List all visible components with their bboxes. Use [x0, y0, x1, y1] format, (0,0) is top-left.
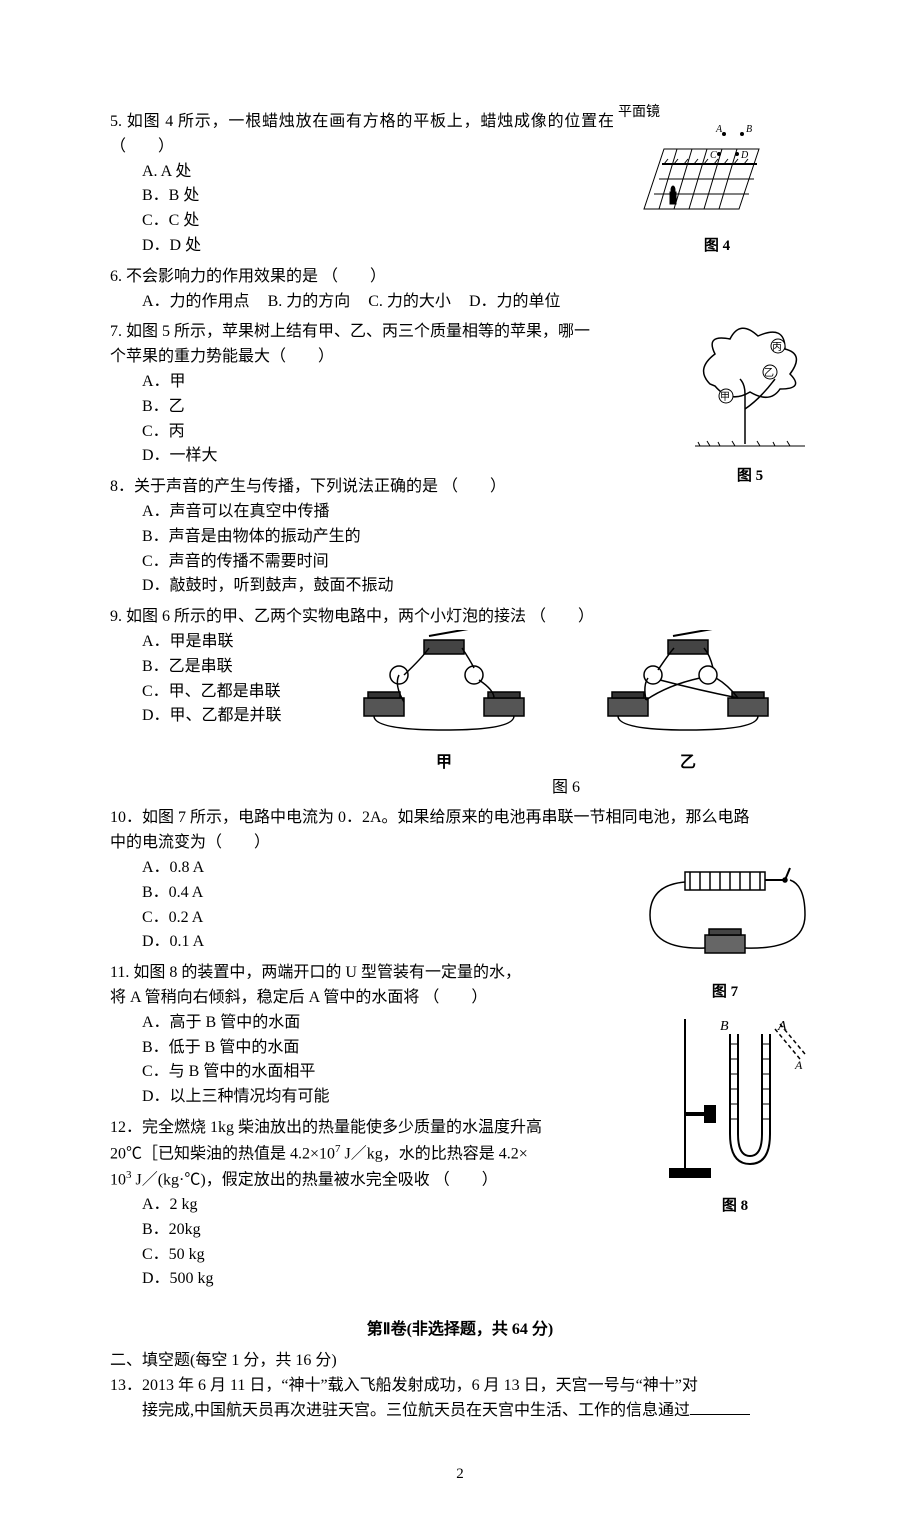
q8-option-b: B．声音是由物体的振动产生的 [142, 525, 796, 550]
q9-option-c: C．甲、乙都是串联 [142, 680, 308, 705]
figure-6-left-label: 甲 [344, 751, 544, 776]
q10-stem-2: 中的电流变为（ ） [110, 831, 810, 856]
figure-8-caption: 图 8 [660, 1195, 810, 1218]
figure-4-svg: A B C D [624, 114, 764, 224]
figure-5-svg: 甲 乙 丙 [690, 324, 810, 454]
q9-options: A．甲是串联 B．乙是串联 C．甲、乙都是串联 D．甲、乙都是并联 [110, 630, 322, 729]
q6-stem: 6. 不会影响力的作用效果的是 （ ） [110, 265, 810, 290]
q5-option-c: C．C 处 [142, 209, 369, 234]
question-6: 6. 不会影响力的作用效果的是 （ ） A．力的作用点 B. 力的方向 C. 力… [110, 265, 810, 315]
section-2-title: 第Ⅱ卷(非选择题，共 64 分) [110, 1318, 810, 1343]
q9-option-d: D．甲、乙都是并联 [142, 704, 308, 729]
question-10: 10．如图 7 所示，电路中电流为 0．2A。如果给原来的电池再串联一节相同电池… [110, 806, 810, 955]
q7-option-b: B．乙 [142, 395, 400, 420]
q12-stem-1: 12．完全燃烧 1kg 柴油放出的热量能使多少质量的水温度升高 [110, 1116, 630, 1141]
page-number: 2 [110, 1463, 810, 1486]
q13-line2-text: 接完成,中国航天员再次进驻天宫。三位航天员在天宫中生活、工作的信息通过 [142, 1402, 690, 1419]
q12-options: A．2 kg B．20kg C．50 kg D．500 kg [110, 1193, 462, 1292]
q12-option-b: B．20kg [142, 1218, 296, 1243]
svg-text:甲: 甲 [720, 392, 730, 403]
q12-stem-2: 20℃［已知柴油的热值是 4.2×107 J／kg，水的比热容是 4.2× [110, 1141, 630, 1167]
q12-stem-3: 103 J／(kg·℃)，假定放出的热量被水完全吸收 （ ） [110, 1167, 630, 1193]
q6-option-c: C. 力的大小 [368, 290, 451, 315]
figure-5-caption: 图 5 [690, 465, 810, 488]
q5-option-d: D．D 处 [142, 234, 369, 259]
q5-option-b: B．B 处 [142, 184, 369, 209]
q13-line2: 接完成,中国航天员再次进驻天宫。三位航天员在天宫中生活、工作的信息通过 [110, 1399, 810, 1424]
figure-7: 图 7 [640, 860, 810, 1004]
figure-8-svg: B A A [660, 1014, 810, 1184]
figure-8: B A A 图 8 [660, 1014, 810, 1218]
question-8: 8．关于声音的产生与传播，下列说法正确的是 （ ） A．声音可以在真空中传播 B… [110, 475, 810, 599]
question-13: 13．2013 年 6 月 11 日，“神十”载入飞船发射成功，6 月 13 日… [110, 1374, 810, 1424]
q11-stem-1: 11. 如图 8 的装置中，两端开口的 U 型管装有一定量的水， [110, 961, 630, 986]
q10-stem-1: 10．如图 7 所示，电路中电流为 0．2A。如果给原来的电池再串联一节相同电池… [110, 806, 810, 831]
figure-4-caption: 图 4 [624, 235, 810, 258]
q6-option-a: A．力的作用点 [142, 290, 250, 315]
figure-6: 甲 [322, 630, 810, 800]
svg-text:A: A [715, 124, 723, 135]
figure-4-mirror-label: 平面镜 [618, 105, 660, 120]
q8-options: A．声音可以在真空中传播 B．声音是由物体的振动产生的 C．声音的传播不需要时间… [110, 500, 810, 599]
q9-stem: 9. 如图 6 所示的甲、乙两个实物电路中，两个小灯泡的接法 （ ） [110, 605, 810, 630]
q7-option-a: A．甲 [142, 370, 400, 395]
fill-blank-heading: 二、填空题(每空 1 分，共 16 分) [110, 1349, 810, 1374]
q11-stem-2: 将 A 管稍向右倾斜，稳定后 A 管中的水面将 （ ） [110, 986, 630, 1011]
q12-option-d: D．500 kg [142, 1267, 296, 1292]
question-9: 9. 如图 6 所示的甲、乙两个实物电路中，两个小灯泡的接法 （ ） A．甲是串… [110, 605, 810, 800]
exam-page: A B C D 平面镜 图 4 5. 如图 4 所示，一根蜡烛放在画有方格的平板… [0, 0, 920, 1527]
q12-l3b: J／(kg·℃)，假定放出的热量被水完全吸收 （ ） [132, 1171, 498, 1188]
q12-l2b: J／kg，水的比热容是 4.2× [341, 1145, 528, 1162]
fig8-label-b: B [720, 1019, 729, 1034]
q12-l3a: 10 [110, 1171, 126, 1188]
figure-6-right-label: 乙 [588, 751, 788, 776]
q13-line1: 13．2013 年 6 月 11 日，“神十”载入飞船发射成功，6 月 13 日… [110, 1374, 810, 1399]
q7-option-c: C．丙 [142, 420, 400, 445]
q12-option-a: A．2 kg [142, 1193, 296, 1218]
figure-4: A B C D 平面镜 图 4 [624, 114, 810, 258]
q12-l2a: 20℃［已知柴油的热值是 4.2×10 [110, 1145, 335, 1162]
figure-5: 甲 乙 丙 图 5 [690, 324, 810, 488]
svg-text:C: C [710, 150, 717, 161]
q12-option-c: C．50 kg [142, 1243, 296, 1268]
figure-6-left-svg [344, 630, 544, 740]
q9-option-b: B．乙是串联 [142, 655, 308, 680]
q8-option-d: D．敲鼓时，听到鼓声，鼓面不振动 [142, 574, 796, 599]
q6-option-d: D．力的单位 [469, 290, 561, 315]
figure-6-caption: 图 6 [552, 779, 580, 796]
fig8-label-a: A [777, 1019, 787, 1034]
q8-option-a: A．声音可以在真空中传播 [142, 500, 796, 525]
svg-text:乙: 乙 [764, 367, 774, 379]
q8-option-c: C．声音的传播不需要时间 [142, 550, 796, 575]
q6-options: A．力的作用点 B. 力的方向 C. 力的大小 D．力的单位 [110, 290, 810, 315]
q6-option-b: B. 力的方向 [268, 290, 351, 315]
q7-option-d: D．一样大 [142, 444, 400, 469]
svg-text:A: A [794, 1058, 803, 1072]
svg-text:B: B [746, 124, 752, 135]
figure-6-right-svg [588, 630, 788, 740]
figure-7-svg [640, 860, 810, 970]
svg-text:丙: 丙 [772, 342, 782, 353]
svg-text:D: D [740, 150, 749, 161]
q13-blank-1[interactable] [690, 1399, 750, 1414]
figure-7-caption: 图 7 [640, 981, 810, 1004]
q9-option-a: A．甲是串联 [142, 630, 308, 655]
q5-option-a: A. A 处 [142, 160, 369, 185]
